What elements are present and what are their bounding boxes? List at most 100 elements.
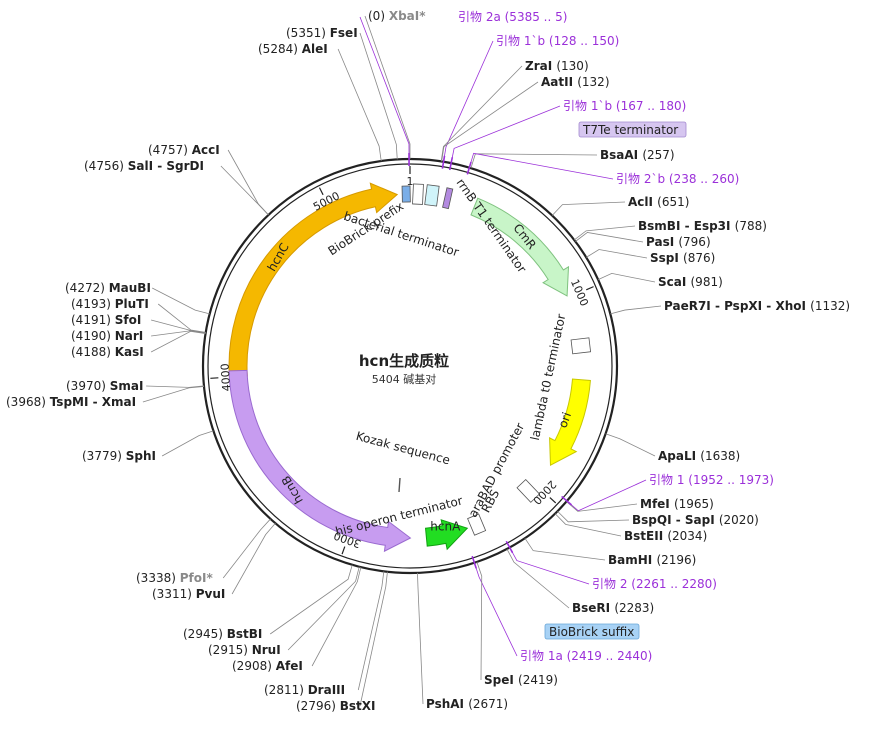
leader-line (364, 15, 411, 159)
site-position: (2283) (614, 601, 654, 615)
site-position: (5351) (286, 26, 330, 40)
site-name: SalI - SgrDI (128, 159, 204, 173)
site-position: (4756) (84, 159, 128, 173)
site-name: ScaI (658, 275, 691, 289)
site-name: PshAI (426, 697, 468, 711)
site-name: BspQI - SapI (632, 513, 719, 527)
plasmid-title: hcn生成质粒 (359, 352, 449, 370)
leader-line (359, 32, 398, 160)
site-position: (2261 .. 2280) (631, 577, 717, 591)
site-alei-2: (5284) AleI (258, 42, 328, 56)
site-position: (2811) (264, 683, 308, 697)
leader-line (231, 522, 276, 595)
site-label: ApaLI (1638) (658, 449, 740, 463)
site-position: (4193) (71, 297, 115, 311)
site-sfoi-39: (4191) SfoI (71, 313, 141, 327)
t7te-terminator-box: T7Te terminator (578, 121, 687, 138)
site-spei-25: SpeI (2419) (484, 673, 558, 687)
site-position: (2419) (518, 673, 558, 687)
site-name: ApaLI (658, 449, 700, 463)
primer-marker (505, 540, 514, 554)
leader-line (554, 513, 622, 537)
leader-line (220, 165, 269, 216)
site-label: (3968) TspMI - XmaI (6, 395, 136, 409)
site-label: AclI (651) (628, 195, 689, 209)
ori-label: ori (556, 410, 574, 429)
leader-line (161, 430, 214, 457)
site-label: (2796) BstXI (296, 699, 375, 713)
site-name: PasI (646, 235, 678, 249)
site-name: DraIII (308, 683, 345, 697)
site-position: (2945) (183, 627, 227, 641)
site-position: (2796) (296, 699, 340, 713)
hcnc-feature (228, 182, 399, 378)
leader-line (575, 232, 644, 243)
prefix-marker (401, 185, 411, 203)
site-name: BseRI (572, 601, 614, 615)
leader-line (152, 287, 210, 315)
site-position: (2915) (208, 643, 252, 657)
site-label: (2945) BstBI (183, 627, 262, 641)
leader-line (476, 561, 483, 681)
site-name: 引物 2 (592, 577, 631, 591)
site-sphi-34: (3779) SphI (82, 449, 156, 463)
site-acci-43: (4757) AccI (148, 143, 220, 157)
site-position: (2020) (719, 513, 759, 527)
site-label: (4191) SfoI (71, 313, 141, 327)
leader-line (441, 81, 539, 162)
t7te-box (442, 187, 454, 210)
site-position: (130) (556, 59, 588, 73)
site-name: SpeI (484, 673, 518, 687)
site-bseri-23: BseRI (2283) (572, 601, 654, 615)
site-position: (132) (577, 75, 609, 89)
site-aatii-6: AatII (132) (541, 75, 610, 89)
site-sali-sgrdi-42: (4756) SalI - SgrDI (84, 159, 204, 173)
site-bstxi-27: (2796) BstXI (296, 699, 375, 713)
site-name: NruI (252, 643, 281, 657)
site-bstbi-31: (2945) BstBI (183, 627, 262, 641)
site-position: (3970) (66, 379, 110, 393)
site-position: (0) (368, 9, 389, 23)
site-name: 引物 2a (458, 10, 505, 24)
site-pshai-26: PshAI (2671) (426, 697, 508, 711)
site-position: (4188) (71, 345, 115, 359)
site-label: (4193) PluTI (71, 297, 149, 311)
site-name: 引物 2`b (616, 172, 669, 186)
site-2a-3: 引物 2a (5385 .. 5) (458, 10, 567, 24)
site-name: ZraI (525, 59, 556, 73)
site-label: (2915) NruI (208, 643, 281, 657)
site-position: (1132) (810, 299, 850, 313)
site-name: BstXI (340, 699, 376, 713)
site-bspqi-sapi-19: BspQI - SapI (2020) (632, 513, 759, 527)
site-position: (2671) (468, 697, 508, 711)
site-label: BsaAI (257) (600, 148, 675, 162)
svg-text:BioBrick suffix: BioBrick suffix (549, 625, 634, 639)
site-label: (4272) MauBI (65, 281, 151, 295)
site-name: 引物 1`b (563, 99, 616, 113)
leader-line (443, 40, 494, 162)
site-bsaai-8: BsaAI (257) (600, 148, 675, 162)
leader-line (359, 16, 410, 160)
site-afei-29: (2908) AfeI (232, 659, 303, 673)
site-name: BstBI (227, 627, 263, 641)
site-2-22: 引物 2 (2261 .. 2280) (592, 577, 717, 591)
site-label: ScaI (981) (658, 275, 723, 289)
leader-line (557, 510, 630, 523)
site-label: ZraI (130) (525, 59, 589, 73)
site-label: 引物 1`b (167 .. 180) (563, 99, 686, 113)
site-position: (2034) (667, 529, 707, 543)
site-name: BsmBI - Esp3I (638, 219, 735, 233)
site-draiii-28: (2811) DraIII (264, 683, 345, 697)
leader-line (222, 518, 271, 579)
site-zrai-5: ZraI (130) (525, 59, 589, 73)
site-position: (651) (657, 195, 689, 209)
site-label: (3970) SmaI (66, 379, 143, 393)
primer-marker (441, 155, 446, 169)
site-label: (5351) FseI (286, 26, 358, 40)
site-position: (5385 .. 5) (505, 10, 568, 24)
leader-line (146, 385, 205, 388)
site-name: AleI (302, 42, 328, 56)
site-name: FseI (330, 26, 358, 40)
site-label: (4190) NarI (71, 329, 143, 343)
site-label: (2908) AfeI (232, 659, 303, 673)
